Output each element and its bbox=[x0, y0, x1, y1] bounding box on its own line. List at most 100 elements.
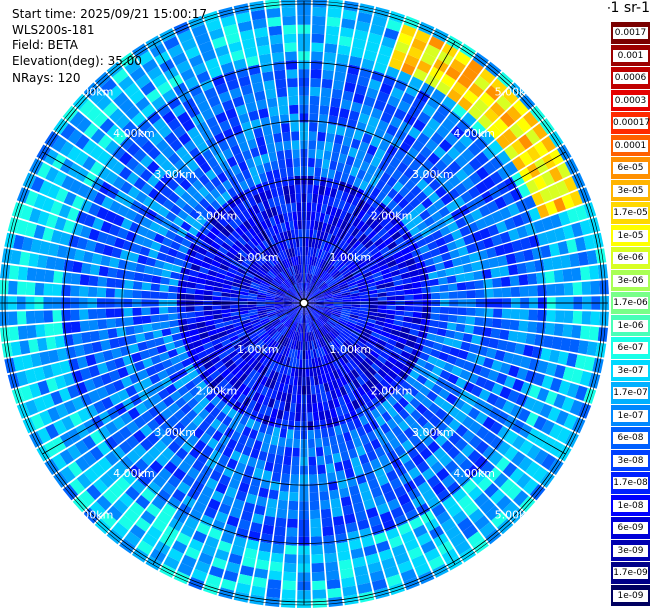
range-gate-cell bbox=[357, 281, 367, 287]
range-gate-cell bbox=[325, 561, 339, 572]
range-gate-cell bbox=[571, 222, 584, 238]
range-gate-cell bbox=[297, 220, 302, 230]
range-gate-cell bbox=[232, 498, 245, 511]
colorbar-cell: 3e-05 bbox=[611, 179, 650, 202]
range-gate-cell bbox=[472, 538, 489, 554]
range-gate-cell bbox=[305, 293, 312, 301]
range-gate-cell bbox=[305, 314, 307, 324]
range-gate-cell bbox=[88, 228, 100, 241]
range-gate-cell bbox=[156, 489, 171, 503]
range-gate-cell bbox=[265, 425, 274, 436]
range-gate-cell bbox=[456, 315, 467, 324]
range-gate-cell bbox=[334, 71, 346, 82]
range-gate-cell bbox=[387, 199, 398, 211]
range-gate-cell bbox=[193, 391, 205, 403]
range-gate-cell bbox=[324, 303, 334, 306]
range-gate-cell bbox=[330, 151, 340, 162]
range-gate-cell bbox=[120, 218, 133, 230]
range-gate-cell bbox=[307, 273, 311, 283]
range-gate-cell bbox=[240, 284, 250, 290]
range-gate-cell bbox=[404, 179, 416, 191]
range-gate-cell bbox=[298, 314, 302, 324]
range-gate-cell bbox=[417, 331, 428, 339]
range-gate-cell bbox=[433, 145, 447, 159]
range-gate-cell bbox=[286, 366, 292, 376]
range-gate-cell bbox=[361, 132, 373, 145]
range-gate-cell bbox=[244, 243, 253, 252]
range-gate-cell bbox=[520, 381, 533, 396]
range-gate-cell bbox=[422, 103, 436, 118]
range-gate-cell bbox=[150, 241, 162, 252]
range-gate-cell bbox=[343, 183, 353, 194]
range-gate-cell bbox=[349, 359, 358, 369]
range-gate-cell bbox=[341, 576, 356, 588]
range-gate-cell bbox=[231, 353, 241, 363]
range-gate-cell bbox=[79, 225, 92, 239]
range-gate-cell bbox=[188, 269, 199, 278]
range-gate-cell bbox=[75, 456, 90, 472]
range-gate-cell bbox=[325, 353, 332, 364]
range-gate-cell bbox=[241, 261, 251, 269]
range-gate-cell bbox=[485, 247, 497, 259]
range-gate-cell bbox=[141, 217, 153, 229]
range-gate-cell bbox=[235, 271, 246, 278]
range-gate-cell bbox=[313, 321, 319, 330]
colorbar-tick-label: 1e-05 bbox=[613, 229, 648, 242]
range-gate-cell bbox=[1, 342, 13, 358]
range-gate-cell bbox=[253, 276, 263, 283]
range-gate-cell bbox=[135, 402, 148, 415]
range-gate-cell bbox=[129, 501, 145, 517]
range-gate-cell bbox=[467, 59, 484, 75]
range-gate-cell bbox=[190, 334, 201, 343]
range-label: 4.00km bbox=[113, 127, 155, 140]
range-gate-cell bbox=[26, 325, 37, 339]
range-gate-cell bbox=[412, 474, 426, 487]
range-gate-cell bbox=[307, 314, 311, 323]
range-gate-cell bbox=[485, 85, 502, 101]
range-gate-cell bbox=[293, 157, 300, 168]
range-gate-cell bbox=[192, 427, 205, 439]
range-gate-cell bbox=[421, 312, 431, 320]
range-gate-cell bbox=[202, 444, 214, 457]
range-gate-cell bbox=[414, 440, 427, 453]
range-gate-cell bbox=[179, 178, 192, 191]
range-gate-cell bbox=[470, 208, 483, 221]
range-gate-cell bbox=[156, 103, 171, 117]
range-gate-cell bbox=[274, 526, 286, 537]
range-gate-cell bbox=[54, 257, 66, 271]
range-gate-cell bbox=[77, 183, 91, 198]
range-gate-cell bbox=[369, 376, 380, 387]
range-gate-cell bbox=[229, 87, 242, 99]
range-gate-cell bbox=[262, 125, 273, 136]
range-gate-cell bbox=[162, 110, 176, 124]
range-gate-cell bbox=[135, 191, 148, 204]
azimuth-spoke bbox=[303, 302, 566, 455]
colorbar-cell: 1e-09 bbox=[611, 584, 650, 607]
range-gate-cell bbox=[516, 367, 529, 381]
range-gate-cell bbox=[281, 589, 296, 599]
range-gate-cell bbox=[342, 136, 353, 147]
range-gate-cell bbox=[382, 272, 392, 280]
range-gate-cell bbox=[410, 409, 422, 421]
range-gate-cell bbox=[536, 322, 546, 334]
range-gate-cell bbox=[344, 467, 355, 479]
range-gate-cell bbox=[506, 484, 522, 501]
range-gate-cell bbox=[85, 187, 99, 202]
range-gate-cell bbox=[386, 305, 396, 310]
range-label: 3.00km bbox=[412, 426, 454, 439]
range-gate-cell bbox=[132, 43, 149, 59]
range-gate-cell bbox=[496, 95, 512, 111]
range-gate-cell bbox=[340, 172, 350, 183]
range-gate-cell bbox=[490, 267, 501, 278]
field-text: Field: BETA bbox=[12, 38, 78, 52]
range-gate-cell bbox=[273, 352, 280, 362]
range-gate-cell bbox=[221, 305, 231, 310]
range-gate-cell bbox=[426, 264, 437, 273]
range-gate-cell bbox=[553, 197, 567, 213]
range-gate-cell bbox=[502, 352, 514, 364]
range-gate-cell bbox=[387, 95, 401, 108]
range-gate-cell bbox=[309, 500, 320, 511]
range-gate-cell bbox=[311, 287, 319, 295]
range-gate-cell bbox=[280, 271, 288, 280]
range-gate-cell bbox=[323, 355, 329, 365]
